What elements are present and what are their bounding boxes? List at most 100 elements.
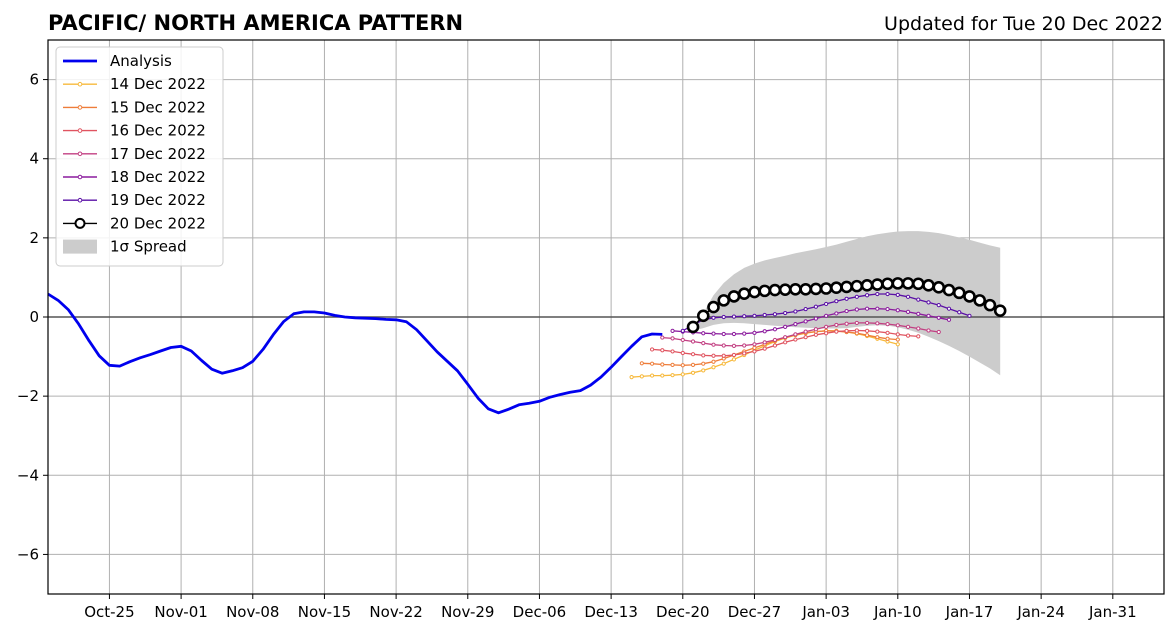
forecast-point: [895, 308, 900, 313]
forecast-point: [793, 337, 798, 342]
forecast-point: [936, 303, 941, 308]
x-tick-label: Dec-06: [513, 603, 567, 621]
x-tick-label: Dec-20: [656, 603, 710, 621]
forecast-point: [905, 294, 911, 299]
forecast-point: [742, 331, 747, 336]
y-tick-label: −4: [17, 466, 39, 484]
forecast-point: [783, 324, 788, 329]
forecast-point: [799, 282, 812, 296]
forecast-point: [916, 311, 921, 316]
forecast-point: [813, 304, 818, 309]
forecast-point: [731, 357, 737, 362]
forecast-point: [830, 281, 843, 295]
forecast-point: [690, 370, 696, 375]
forecast-point: [711, 331, 716, 336]
forecast-point: [946, 317, 952, 322]
forecast-point: [752, 349, 757, 354]
forecast-point: [901, 277, 915, 290]
chart-subtitle: Updated for Tue 20 Dec 2022: [884, 13, 1163, 35]
forecast-point: [783, 340, 788, 345]
legend-label: Analysis: [110, 52, 172, 70]
x-tick-label: Jan-03: [801, 603, 850, 621]
forecast-point: [762, 340, 767, 345]
forecast-point: [875, 291, 880, 297]
forecast-point: [932, 281, 946, 294]
forecast-point: [854, 294, 859, 299]
x-tick-label: Dec-27: [728, 603, 782, 621]
forecast-point: [824, 313, 829, 318]
forecast-point: [834, 299, 839, 304]
forecast-point: [834, 329, 839, 334]
forecast-point: [864, 320, 870, 326]
forecast-point: [670, 349, 675, 354]
forecast-point: [946, 306, 952, 311]
x-tick-label: Dec-13: [584, 603, 638, 621]
forecast-point: [885, 306, 890, 312]
x-tick-label: Nov-08: [226, 603, 279, 621]
forecast-point: [680, 350, 685, 356]
forecast-line: [662, 322, 939, 347]
forecast-point: [789, 282, 802, 296]
forecast-point: [711, 359, 716, 364]
forecast-point: [748, 285, 761, 299]
forecast-point: [701, 361, 706, 366]
forecast-point: [844, 308, 849, 314]
forecast-point: [629, 375, 634, 380]
x-tick-label: Jan-17: [945, 603, 994, 621]
forecast-point: [731, 343, 737, 348]
forecast-point: [660, 335, 665, 340]
forecast-point: [649, 361, 655, 366]
forecast-point: [875, 329, 880, 334]
forecast-point: [813, 316, 818, 321]
y-axis-ticks: −6 −4 −2 0 2 4 6: [17, 71, 48, 563]
forecast-point: [844, 296, 849, 301]
forecast-point: [762, 329, 767, 334]
legend-marker: [74, 217, 86, 229]
forecast-point: [824, 324, 829, 329]
legend-label: 14 Dec 2022: [110, 75, 206, 93]
forecast-point: [793, 332, 798, 337]
forecast-point: [885, 291, 890, 297]
x-tick-label: Nov-15: [298, 603, 351, 621]
forecast-point: [721, 343, 726, 348]
forecast-point: [717, 294, 731, 307]
legend: Analysis 14 Dec 2022 15 Dec 2022 16 Dec 202…: [55, 46, 224, 267]
forecast-point: [768, 283, 782, 297]
x-tick-label: Nov-29: [441, 603, 494, 621]
forecast-point: [854, 307, 859, 312]
forecast-point: [916, 334, 921, 339]
forecast-point: [762, 312, 767, 318]
forecast-point: [690, 362, 696, 367]
legend-label: 15 Dec 2022: [110, 98, 206, 116]
forecast-point: [783, 335, 788, 340]
forecast-point: [660, 348, 665, 353]
forecast-point: [670, 362, 675, 367]
forecast-point: [737, 287, 751, 300]
forecast-point: [885, 330, 890, 335]
forecast-point: [963, 290, 976, 303]
forecast-point: [871, 278, 884, 291]
forecast-point: [844, 328, 849, 333]
forecast-point: [680, 363, 685, 368]
legend-marker: [77, 128, 83, 133]
forecast-point: [850, 279, 864, 293]
forecast-point: [772, 343, 778, 348]
legend-label: 18 Dec 2022: [110, 168, 206, 186]
forecast-point: [772, 312, 778, 317]
forecast-point: [834, 311, 839, 316]
forecast-point: [752, 345, 757, 350]
forecast-point: [905, 309, 911, 314]
forecast-point: [778, 283, 792, 296]
forecast-point: [916, 326, 921, 331]
forecast-point: [762, 346, 767, 351]
x-tick-label: Oct-25: [84, 603, 134, 621]
forecast-point: [701, 341, 706, 346]
forecast-point: [727, 290, 741, 303]
forecast-line: [641, 330, 898, 366]
forecast-point: [891, 277, 905, 290]
forecast-point: [701, 331, 706, 336]
legend-box: [55, 46, 224, 267]
forecast-point: [731, 314, 737, 319]
forecast-point: [701, 368, 706, 373]
